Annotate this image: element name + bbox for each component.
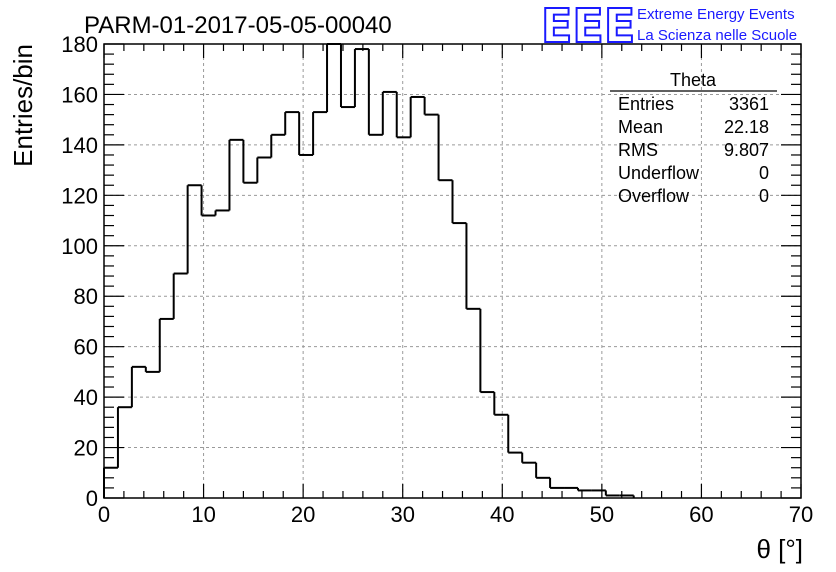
y-tick-label: 100 (61, 234, 98, 259)
histogram-bin (130, 365, 146, 408)
x-axis-label: θ [°] (756, 534, 803, 564)
histogram-bin (200, 185, 216, 217)
histogram-bin (367, 49, 383, 136)
x-tick-label: 10 (191, 502, 215, 527)
x-tick-label: 30 (390, 502, 414, 527)
histogram-bin (381, 90, 397, 135)
histogram-bars (103, 43, 635, 498)
stats-row: Underflow 0 (618, 163, 769, 183)
histogram-bin (409, 95, 425, 138)
histogram-bin (465, 223, 481, 310)
x-tick-labels: 0 10 20 30 40 50 60 70 (98, 502, 813, 527)
x-tick-label: 60 (689, 502, 713, 527)
histogram-bin (339, 44, 355, 109)
logo-line-2: La Scienza nelle Scuole (637, 27, 797, 44)
histogram-bin (214, 209, 230, 216)
x-tick-label: 20 (291, 502, 315, 527)
histogram-bin (576, 487, 592, 492)
stats-row-label: Overflow (618, 186, 690, 206)
histogram-bin (521, 452, 537, 464)
histogram-bin (103, 466, 118, 498)
histogram-bin (423, 96, 439, 116)
plot-frame (103, 43, 802, 499)
histogram-bin (549, 477, 565, 489)
histogram-bin (437, 114, 453, 182)
x-tick-label: 70 (789, 502, 813, 527)
histogram-bin (535, 462, 551, 479)
logo-line-1: Extreme Energy Events (637, 6, 795, 23)
y-tick-label: 40 (74, 385, 98, 410)
y-tick-label: 120 (61, 183, 98, 208)
x-tick-label: 50 (590, 502, 614, 527)
histogram-bin (298, 112, 314, 156)
stats-row-label: Mean (618, 117, 663, 137)
stats-row-value: 22.18 (724, 117, 769, 137)
histogram-bin (395, 91, 411, 139)
histogram-bin (479, 308, 495, 394)
histogram-bin (256, 156, 272, 183)
histogram-bin (493, 392, 509, 416)
stats-row: Overflow 0 (618, 186, 769, 206)
x-tick-label: 40 (490, 502, 514, 527)
stats-row-value: 9.807 (724, 140, 769, 160)
chart-title: PARM-01-2017-05-05-00040 (84, 12, 392, 39)
histogram-bin (353, 48, 369, 108)
stats-row: Entries 3361 (618, 94, 769, 114)
y-tick-label: 0 (86, 486, 98, 511)
histogram-bin (158, 317, 174, 372)
histogram-bin (144, 366, 160, 373)
stats-row: RMS 9.807 (618, 140, 769, 160)
y-tick-label: 140 (61, 133, 98, 158)
histogram-bin (451, 180, 467, 225)
axis-ticks (103, 43, 802, 499)
histogram-bin (116, 406, 132, 468)
histogram-bin (312, 111, 328, 155)
y-tick-labels: 0 20 40 60 80 100 120 140 160 180 (61, 32, 98, 511)
y-tick-label: 80 (74, 284, 98, 309)
stats-box: Theta Entries 3361 Mean 22.18 RMS 9.807 Underf… (610, 70, 777, 206)
y-tick-label: 160 (61, 82, 98, 107)
y-tick-label: 20 (74, 436, 98, 461)
grid-lines (104, 43, 801, 498)
y-axis-label: Entries/bin (8, 44, 38, 167)
y-tick-label: 60 (74, 335, 98, 360)
histogram-bin (186, 184, 202, 274)
x-tick-label: 0 (98, 502, 110, 527)
histogram-bin (242, 139, 258, 184)
stats-row-label: Underflow (618, 163, 700, 183)
stats-row-value: 3361 (729, 94, 769, 114)
histogram-bin (228, 138, 244, 211)
histogram-bin (604, 490, 620, 497)
histogram-bin (270, 133, 286, 158)
y-tick-label: 180 (61, 32, 98, 57)
histogram-bin (507, 414, 523, 454)
histogram-bin (284, 111, 300, 135)
stats-row: Mean 22.18 (618, 117, 769, 137)
stats-box-name: Theta (670, 70, 717, 90)
stats-row-label: RMS (618, 140, 658, 160)
histogram-bin (172, 272, 188, 319)
histogram-bin (326, 43, 341, 113)
stats-row-value: 0 (759, 163, 769, 183)
stats-row-value: 0 (759, 186, 769, 206)
eee-logo-mark: EEE (541, 0, 635, 53)
stats-row-label: Entries (618, 94, 674, 114)
